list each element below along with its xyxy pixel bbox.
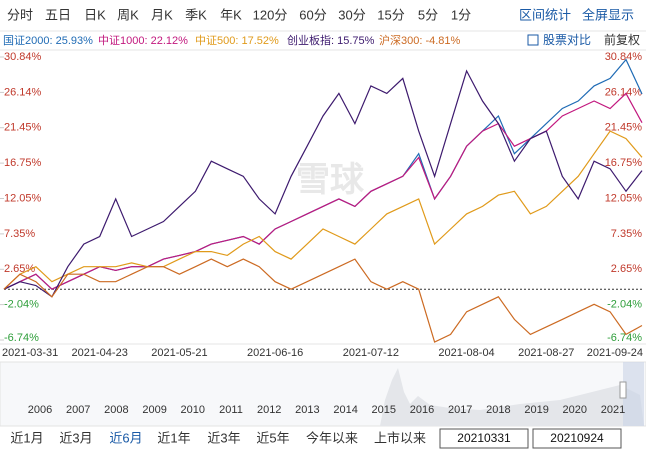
y-tick-label: -6.74%: [607, 332, 642, 344]
x-tick-label: 2021-04-23: [72, 347, 128, 359]
y-tick-label: 12.05%: [4, 192, 42, 204]
navigator-area: [380, 368, 644, 426]
period-tab[interactable]: 周K: [117, 7, 139, 22]
date-input-box[interactable]: [439, 428, 529, 449]
y-tick-label: 26.14%: [605, 86, 643, 98]
range-button[interactable]: 今年以来: [306, 430, 358, 445]
navigator-year: 2013: [295, 404, 319, 416]
navigator-year: 2008: [104, 404, 128, 416]
y-tick-label: 21.45%: [4, 122, 42, 134]
navigator-year: 2010: [181, 404, 205, 416]
period-tab[interactable]: 15分: [377, 7, 404, 22]
legend-entry[interactable]: 沪深300: -4.81%: [379, 33, 461, 47]
navigator-handle[interactable]: [619, 381, 627, 399]
y-tick-label: 30.84%: [605, 51, 643, 63]
x-tick-label: 2021-07-12: [343, 347, 399, 359]
range-button[interactable]: 近3年: [207, 430, 240, 445]
period-tab[interactable]: 分时: [7, 7, 33, 22]
date-input[interactable]: 20210924: [550, 431, 604, 445]
x-tick-label: 2021-03-31: [2, 347, 58, 359]
navigator-year: 2016: [410, 404, 434, 416]
y-tick-label: 7.35%: [611, 228, 642, 240]
period-tab[interactable]: 1分: [451, 7, 471, 22]
range-button[interactable]: 近1年: [157, 430, 190, 445]
series-line: [3, 258, 643, 343]
range-button[interactable]: 近1月: [10, 430, 43, 445]
toolbar-action[interactable]: 区间统计: [519, 7, 571, 22]
y-tick-label: 21.45%: [605, 122, 643, 134]
y-tick-label: -2.04%: [607, 299, 642, 311]
legend-entry[interactable]: 国证2000: 25.93%: [3, 34, 93, 47]
range-button[interactable]: 上市以来: [374, 430, 426, 445]
option[interactable]: 前复权: [604, 32, 640, 47]
x-tick-label: 2021-06-16: [247, 347, 303, 359]
compare-checkbox[interactable]: [527, 34, 539, 46]
navigator-year: 2011: [219, 404, 243, 416]
legend-entry[interactable]: 中证1000: 22.12%: [98, 34, 188, 47]
legend-entry[interactable]: 创业板指: 15.75%: [287, 33, 375, 47]
y-tick-label: 16.75%: [605, 157, 643, 169]
period-tab[interactable]: 月K: [151, 7, 173, 22]
date-input-box[interactable]: [532, 428, 622, 449]
range-button[interactable]: 近3月: [59, 430, 92, 445]
y-tick-label: 2.65%: [611, 263, 642, 275]
navigator-year: 2020: [563, 404, 587, 416]
y-tick-label: 7.35%: [4, 228, 35, 240]
navigator-year: 2009: [142, 404, 166, 416]
x-tick-label: 2021-08-27: [518, 347, 574, 359]
navigator-year: 2006: [28, 404, 52, 416]
navigator-year: 2015: [372, 404, 396, 416]
navigator-year: 2019: [524, 404, 548, 416]
y-tick-label: 16.75%: [4, 157, 42, 169]
period-tab[interactable]: 30分: [338, 7, 365, 22]
navigator-year: 2018: [486, 404, 510, 416]
x-tick-label: 2021-05-21: [151, 347, 207, 359]
x-tick-label: 2021-08-04: [438, 347, 494, 359]
navigator-year: 2014: [333, 404, 357, 416]
series-line: [3, 69, 643, 298]
legend-entry[interactable]: 中证500: 17.52%: [195, 34, 279, 47]
navigator-year: 2021: [601, 404, 625, 416]
y-tick-label: 12.05%: [605, 192, 643, 204]
period-tab[interactable]: 季K: [185, 7, 207, 22]
y-tick-label: 30.84%: [4, 51, 42, 63]
y-tick-label: 2.65%: [4, 263, 35, 275]
series-line: [3, 130, 643, 290]
period-tab[interactable]: 60分: [299, 7, 326, 22]
navigator-year: 2007: [66, 404, 90, 416]
y-tick-label: -6.74%: [4, 332, 39, 344]
x-tick-label: 2021-09-24: [587, 347, 643, 359]
watermark: 雪球: [296, 161, 365, 199]
period-tab[interactable]: 年K: [220, 7, 242, 22]
navigator-selection[interactable]: [623, 362, 644, 426]
option[interactable]: 股票对比: [543, 33, 591, 47]
period-tab[interactable]: 五日: [45, 7, 71, 22]
navigator-year: 2012: [257, 404, 281, 416]
period-tab[interactable]: 5分: [418, 7, 438, 22]
y-tick-label: -2.04%: [4, 299, 39, 311]
date-input[interactable]: 20210331: [457, 431, 511, 445]
period-tab[interactable]: 日K: [84, 7, 106, 22]
range-button[interactable]: 近5年: [256, 430, 289, 445]
navigator-year: 2017: [448, 404, 472, 416]
y-tick-label: 26.14%: [4, 86, 42, 98]
range-button[interactable]: 近6月: [109, 430, 142, 445]
period-tab[interactable]: 120分: [253, 7, 288, 22]
toolbar-action[interactable]: 全屏显示: [582, 7, 634, 22]
